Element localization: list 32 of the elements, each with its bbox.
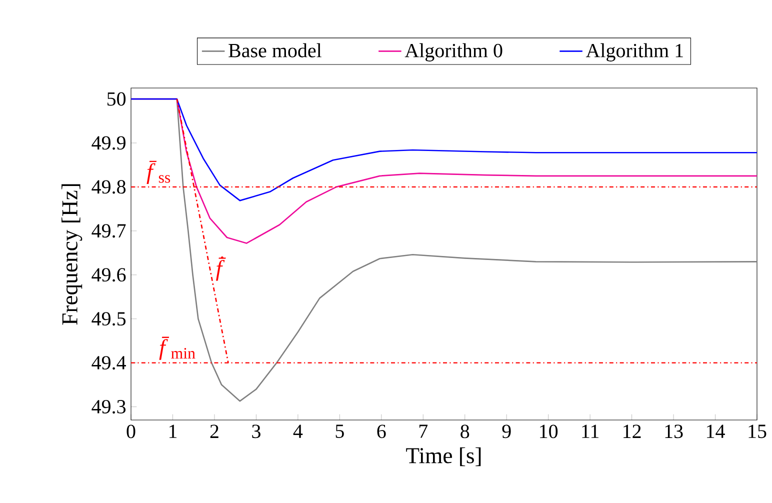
y-tick-label: 50 bbox=[107, 92, 126, 106]
x-tick-label: 12 bbox=[624, 424, 641, 438]
x-tick-label: 8 bbox=[460, 424, 470, 438]
y-tick-label: 49.4 bbox=[92, 356, 126, 370]
x-tick-label: 15 bbox=[748, 424, 766, 438]
x-axis-title: Time [s] bbox=[406, 447, 481, 466]
x-tick-label: 13 bbox=[665, 424, 683, 438]
x-tick-label: 11 bbox=[582, 424, 598, 438]
annotation: f̄$_{ss}$ bbox=[146, 160, 170, 184]
x-tick-label: 2 bbox=[210, 424, 218, 438]
legend-label: Base model bbox=[228, 43, 322, 58]
annotation: f̄$_{min}$ bbox=[159, 336, 196, 360]
y-axis-title: Frequency [Hz] bbox=[62, 184, 82, 325]
x-tick-label: 0 bbox=[126, 424, 136, 438]
y-tick-label: 49.6 bbox=[92, 268, 126, 282]
x-tick-label: 1 bbox=[169, 424, 177, 438]
y-tick-label: 49.5 bbox=[92, 312, 126, 326]
y-tick-label: 49.3 bbox=[92, 400, 126, 414]
annotation: f̄̇ bbox=[216, 256, 226, 281]
x-tick-label: 10 bbox=[540, 424, 558, 438]
x-tick-label: 5 bbox=[336, 424, 344, 438]
x-tick-label: 6 bbox=[377, 424, 386, 438]
x-tick-label: 4 bbox=[293, 424, 303, 438]
y-tick-label: 49.9 bbox=[92, 136, 126, 150]
y-tick-label: 49.8 bbox=[92, 180, 126, 194]
x-tick-label: 7 bbox=[419, 424, 428, 438]
legend-label: Algorithm 1 bbox=[586, 43, 683, 62]
y-tick-label: 49.7 bbox=[92, 224, 126, 238]
legend-label: Algorithm 0 bbox=[404, 43, 502, 62]
x-tick-label: 9 bbox=[502, 424, 511, 438]
x-tick-label: 3 bbox=[252, 424, 260, 438]
x-tick-label: 14 bbox=[707, 424, 725, 438]
